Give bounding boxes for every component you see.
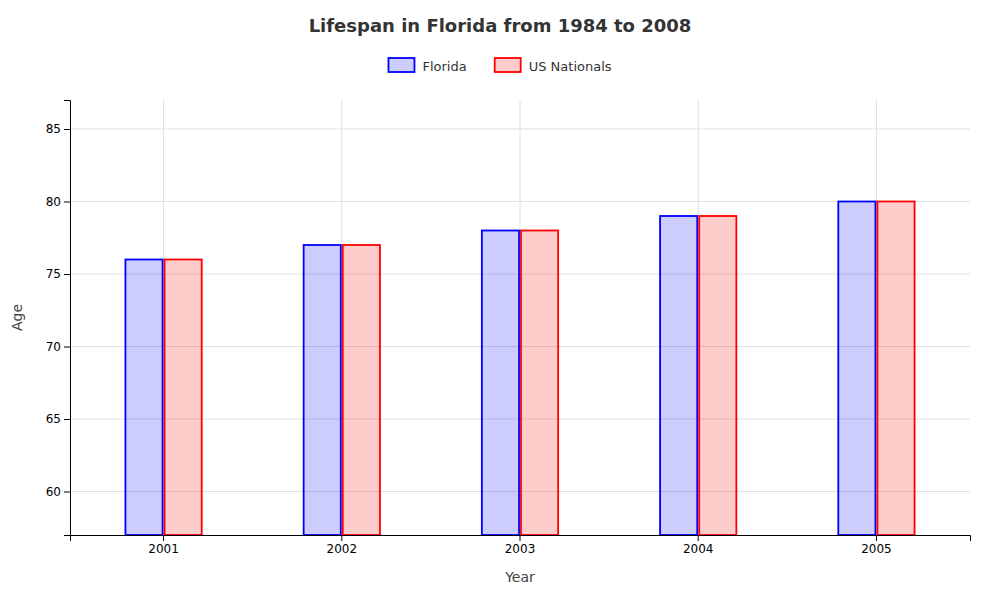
x-axis-title: Year [504,569,535,585]
x-tick-mark [876,535,877,541]
y-tick: 85 [46,122,70,136]
bar [877,202,914,536]
y-tick: 80 [46,195,70,209]
bar [125,260,162,536]
y-tick: 60 [46,485,70,499]
legend-label: US Nationals [529,59,612,74]
bar-series [165,202,915,536]
x-tick-label: 2004 [683,542,714,556]
x-tick: 2004 [683,535,714,556]
y-tick: 75 [46,267,70,281]
grid [70,100,970,535]
x-tick-label: 2002 [327,542,358,556]
y-tick: 70 [46,340,70,354]
bar [304,245,341,535]
x-tick-label: 2001 [148,542,179,556]
legend-swatch [388,58,414,72]
bar [521,231,558,536]
y-tick-mark [64,347,70,348]
y-tick-label: 80 [46,195,61,209]
bar [482,231,519,536]
y-axis: 60 65 70 75 80 85 [46,101,71,536]
x-tick-mark [163,535,164,541]
y-tick-label: 75 [46,267,61,281]
y-tick-label: 65 [46,412,61,426]
x-tick: 2003 [505,535,536,556]
y-tick-label: 85 [46,122,61,136]
bar [660,216,697,535]
x-tick-mark [520,535,521,541]
bar [838,202,875,536]
bars [125,202,914,536]
y-tick-mark [64,129,70,130]
bar [165,260,202,536]
y-tick-mark [64,419,70,420]
y-tick: 65 [46,412,70,426]
chart-container: 60 65 70 75 80 85 2001 2002 2003 2004 2005 Lifespan… [0,0,1000,600]
y-axis-line [64,101,71,536]
y-tick-mark [64,492,70,493]
y-tick-label: 70 [46,340,61,354]
y-tick-label: 60 [46,485,61,499]
x-axis-line [71,536,971,542]
bar [343,245,380,535]
x-tick: 2005 [861,535,892,556]
x-tick: 2001 [148,535,179,556]
bar-series [125,202,875,536]
x-tick-mark [698,535,699,541]
legend: Florida US Nationals [388,58,611,74]
chart-svg: 60 65 70 75 80 85 2001 2002 2003 2004 2005 Lifespan… [0,0,1000,600]
legend-item: Florida [388,58,466,74]
legend-label: Florida [422,59,466,74]
x-tick-mark [341,535,342,541]
x-tick: 2002 [327,535,358,556]
y-tick-mark [64,274,70,275]
legend-swatch [495,58,521,72]
legend-item: US Nationals [495,58,612,74]
y-axis-title: Age [9,304,25,331]
y-tick-mark [64,202,70,203]
bar [699,216,736,535]
title: Lifespan in Florida from 1984 to 2008 [309,15,692,36]
x-tick-label: 2005 [861,542,892,556]
x-axis: 2001 2002 2003 2004 2005 [71,535,971,556]
x-tick-label: 2003 [505,542,536,556]
plot-area: 60 65 70 75 80 85 2001 2002 2003 2004 2005 [46,100,971,556]
